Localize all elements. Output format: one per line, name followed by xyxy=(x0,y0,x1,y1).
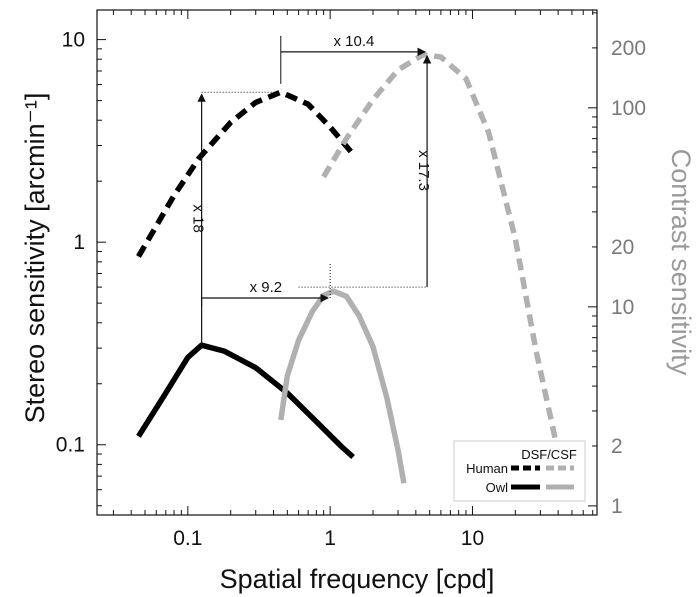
y-tick-label: 10 xyxy=(62,29,85,52)
right-axis-ticks: 1 2 10 20 100 200 xyxy=(588,12,646,518)
legend-label-owl: Owl xyxy=(486,480,509,495)
y-tick-label: 1 xyxy=(73,231,85,254)
y-right-tick-label: 20 xyxy=(611,236,634,259)
y-tick-label: 0.1 xyxy=(56,434,85,457)
legend-label-human: Human xyxy=(466,461,508,476)
y-right-tick-label: 1 xyxy=(611,495,623,518)
y-axis-title: Stereo sensitivity [arcmin⁻¹] xyxy=(20,93,50,424)
ratio-label: x 9.2 xyxy=(250,279,283,296)
series-owl-csf xyxy=(278,288,407,484)
legend-header: DSF/CSF xyxy=(521,447,577,462)
plot-frame xyxy=(96,9,598,516)
bottom-axis-ticks: 0.1 1 10 xyxy=(112,10,594,550)
y-right-tick-label: 10 xyxy=(611,296,634,319)
legend: DSF/CSF Human Owl xyxy=(453,440,586,502)
y-right-tick-label: 200 xyxy=(611,37,646,60)
series-human-dsf xyxy=(136,89,354,258)
y-right-tick-label: 2 xyxy=(611,435,623,458)
ratio-label: x 18 xyxy=(190,205,207,233)
legend-box xyxy=(453,440,586,502)
ratio-label: x 10.4 xyxy=(334,33,375,50)
y-right-tick-label: 100 xyxy=(611,97,646,120)
x-axis-title: Spatial frequency [cpd] xyxy=(220,564,495,594)
ratio-label: x 17.3 xyxy=(415,150,432,191)
x-tick-label: 1 xyxy=(324,527,336,550)
series-owl-dsf xyxy=(136,342,355,460)
x-tick-label: 10 xyxy=(461,527,484,550)
y-axis-title-right: Contrast sensitivity xyxy=(666,149,696,376)
left-axis-ticks: 0.1 1 10 xyxy=(56,29,106,507)
series-layer xyxy=(136,51,558,484)
x-tick-label: 0.1 xyxy=(173,527,202,550)
series-human-csf xyxy=(321,51,558,439)
annotation-layer: x 10.4 x 9.2 x 18 x 17.3 xyxy=(190,33,432,346)
